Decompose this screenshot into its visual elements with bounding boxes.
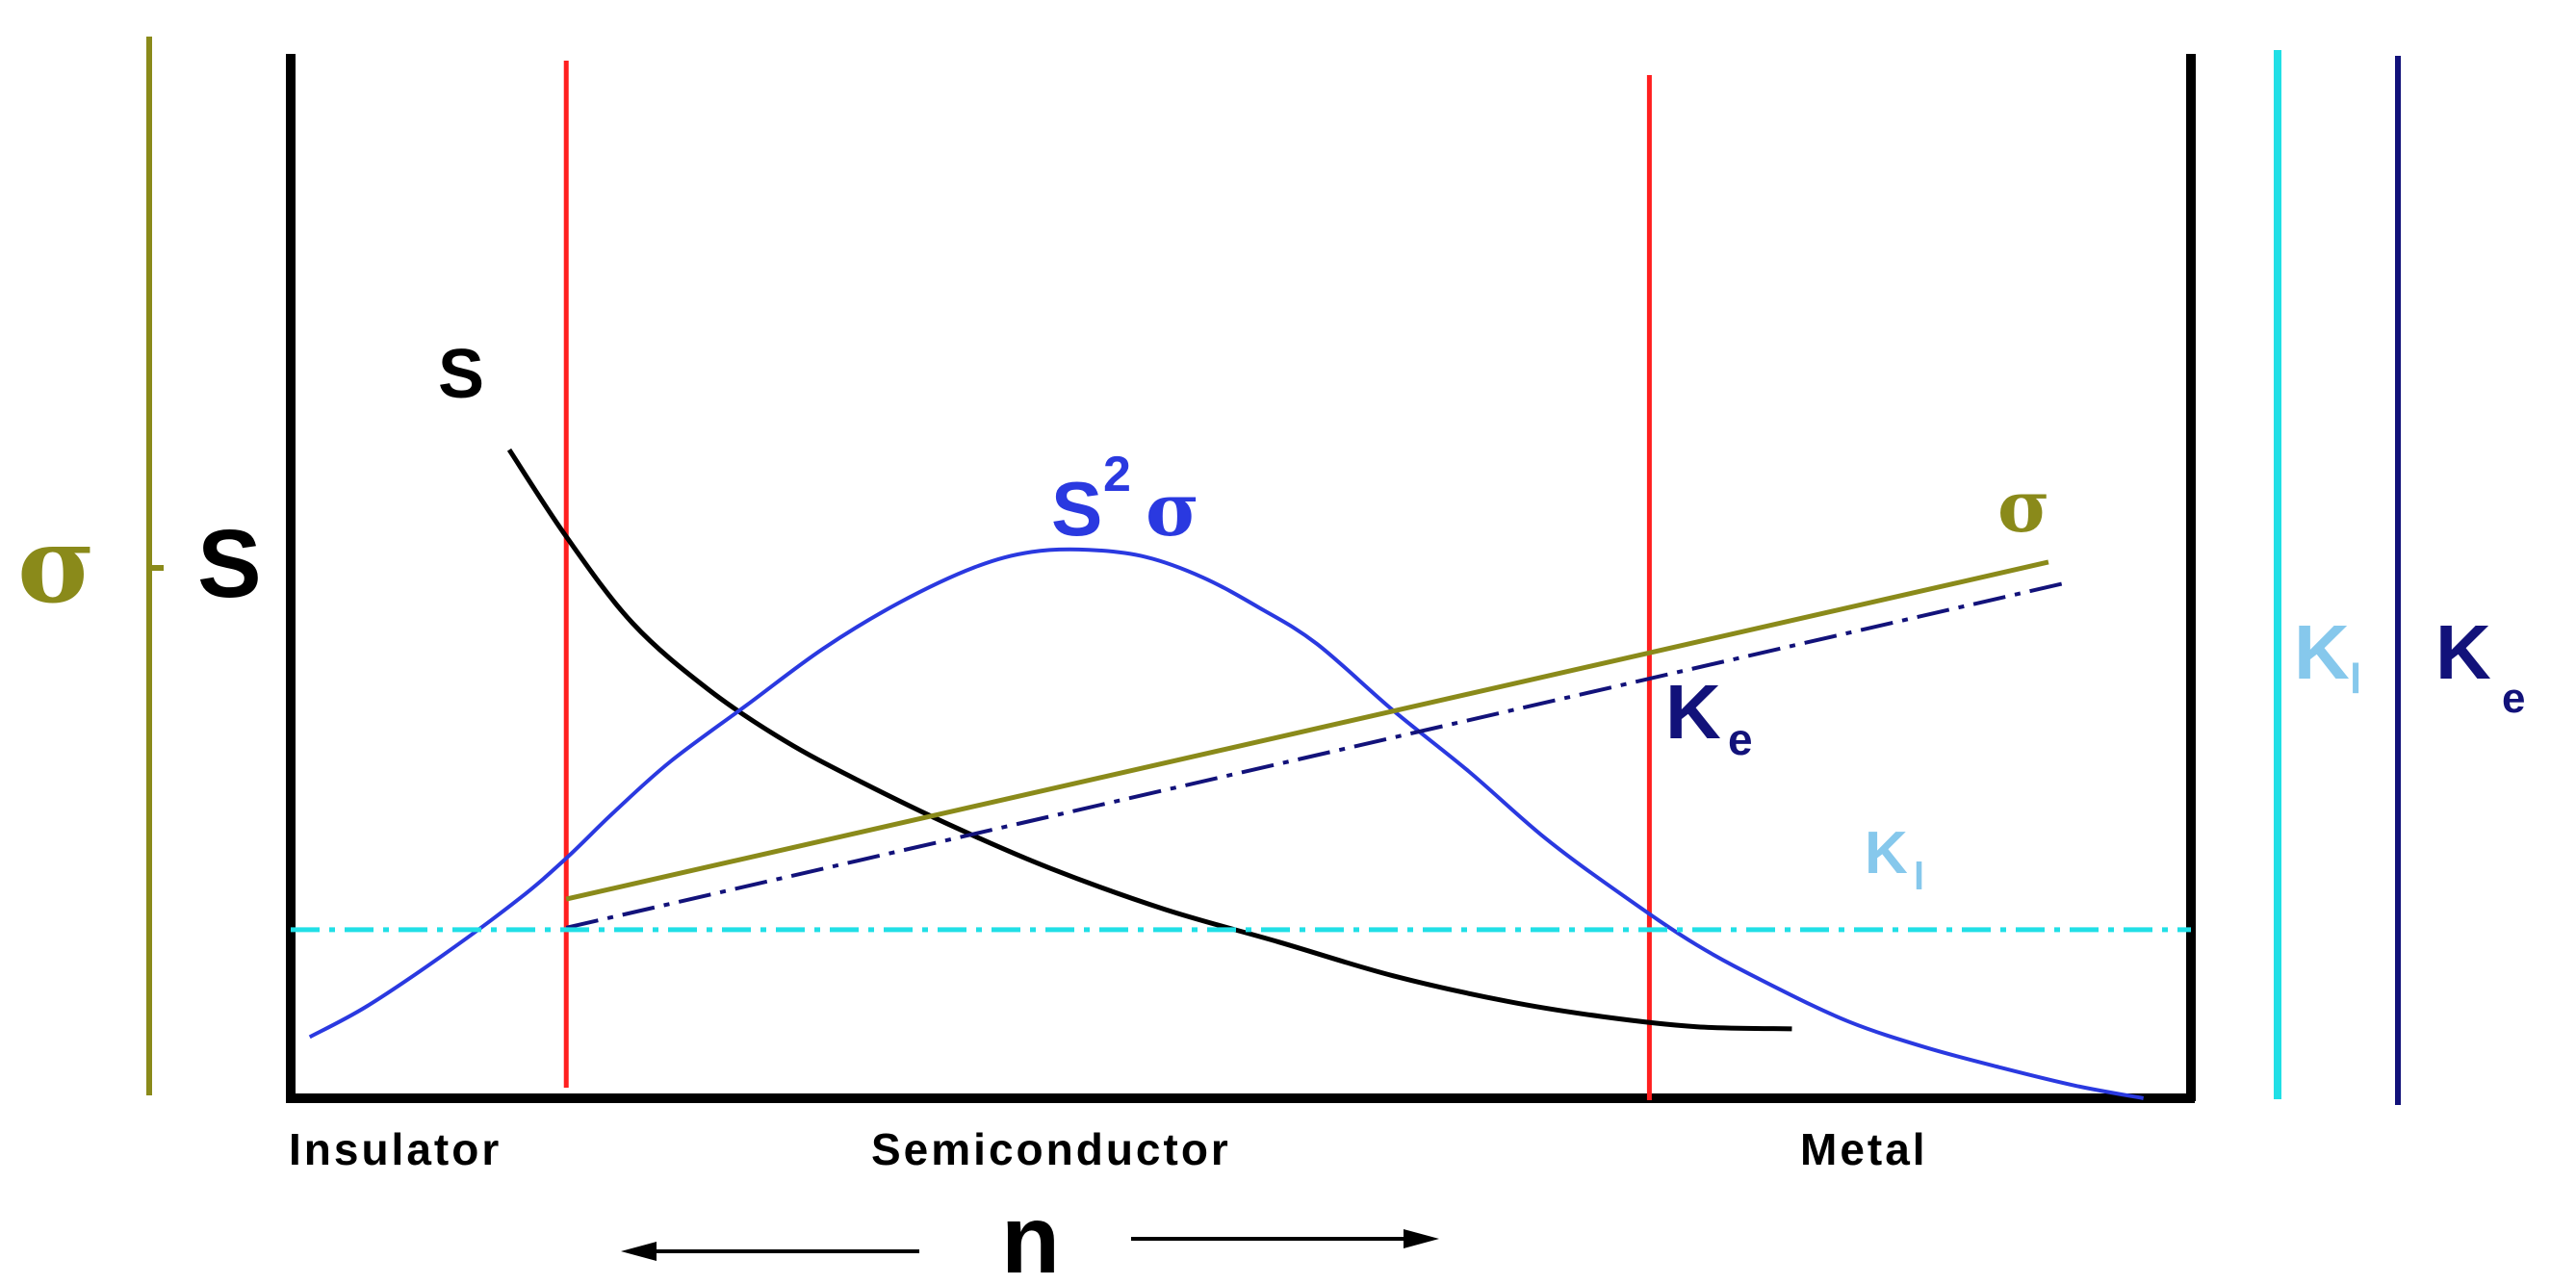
series-ke-line bbox=[565, 580, 2069, 930]
s-curve-label: S bbox=[438, 336, 484, 413]
series-pf-line bbox=[308, 547, 2145, 1100]
kl-axis-label: K bbox=[2294, 609, 2350, 695]
power-factor-sigma: σ bbox=[1146, 467, 1199, 553]
s-axis-label: S bbox=[197, 510, 262, 618]
series-s-line bbox=[506, 448, 1792, 1032]
series-layer bbox=[291, 448, 2191, 1100]
region-label-semiconductor: Semiconductor bbox=[871, 1124, 1231, 1174]
ke-curve-subscript: e bbox=[1728, 714, 1753, 764]
region-label-insulator: Insulator bbox=[289, 1124, 502, 1174]
sigma-axis-label: σ bbox=[17, 502, 95, 627]
region-label-metal: Metal bbox=[1800, 1124, 1928, 1174]
kl-curve-label: K bbox=[1865, 820, 1908, 887]
arrow-left-head bbox=[621, 1242, 657, 1261]
power-factor-label: S bbox=[1051, 466, 1102, 552]
sigma-curve-label: σ bbox=[1997, 466, 2050, 549]
x-axis-label-n: n bbox=[1001, 1186, 1060, 1285]
ke-axis-label: K bbox=[2435, 609, 2491, 695]
arrow-right-head bbox=[1404, 1229, 1439, 1248]
power-factor-superscript: 2 bbox=[1103, 447, 1131, 502]
kl-curve-subscript: l bbox=[1914, 856, 1924, 898]
ke-curve-label: K bbox=[1665, 669, 1721, 755]
kl-axis-subscript: l bbox=[2350, 655, 2361, 703]
series-sigma-line bbox=[565, 559, 2049, 902]
ke-axis-subscript: e bbox=[2502, 675, 2525, 722]
